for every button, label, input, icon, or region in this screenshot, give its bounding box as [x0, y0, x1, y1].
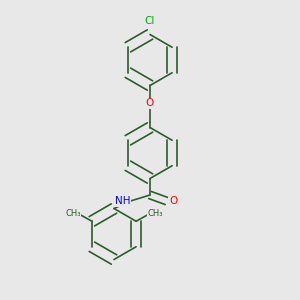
- Text: NH: NH: [115, 196, 131, 206]
- Text: CH₃: CH₃: [65, 209, 81, 218]
- Text: O: O: [169, 196, 177, 206]
- Text: Cl: Cl: [145, 16, 155, 26]
- Text: CH₃: CH₃: [147, 209, 163, 218]
- Text: O: O: [146, 98, 154, 109]
